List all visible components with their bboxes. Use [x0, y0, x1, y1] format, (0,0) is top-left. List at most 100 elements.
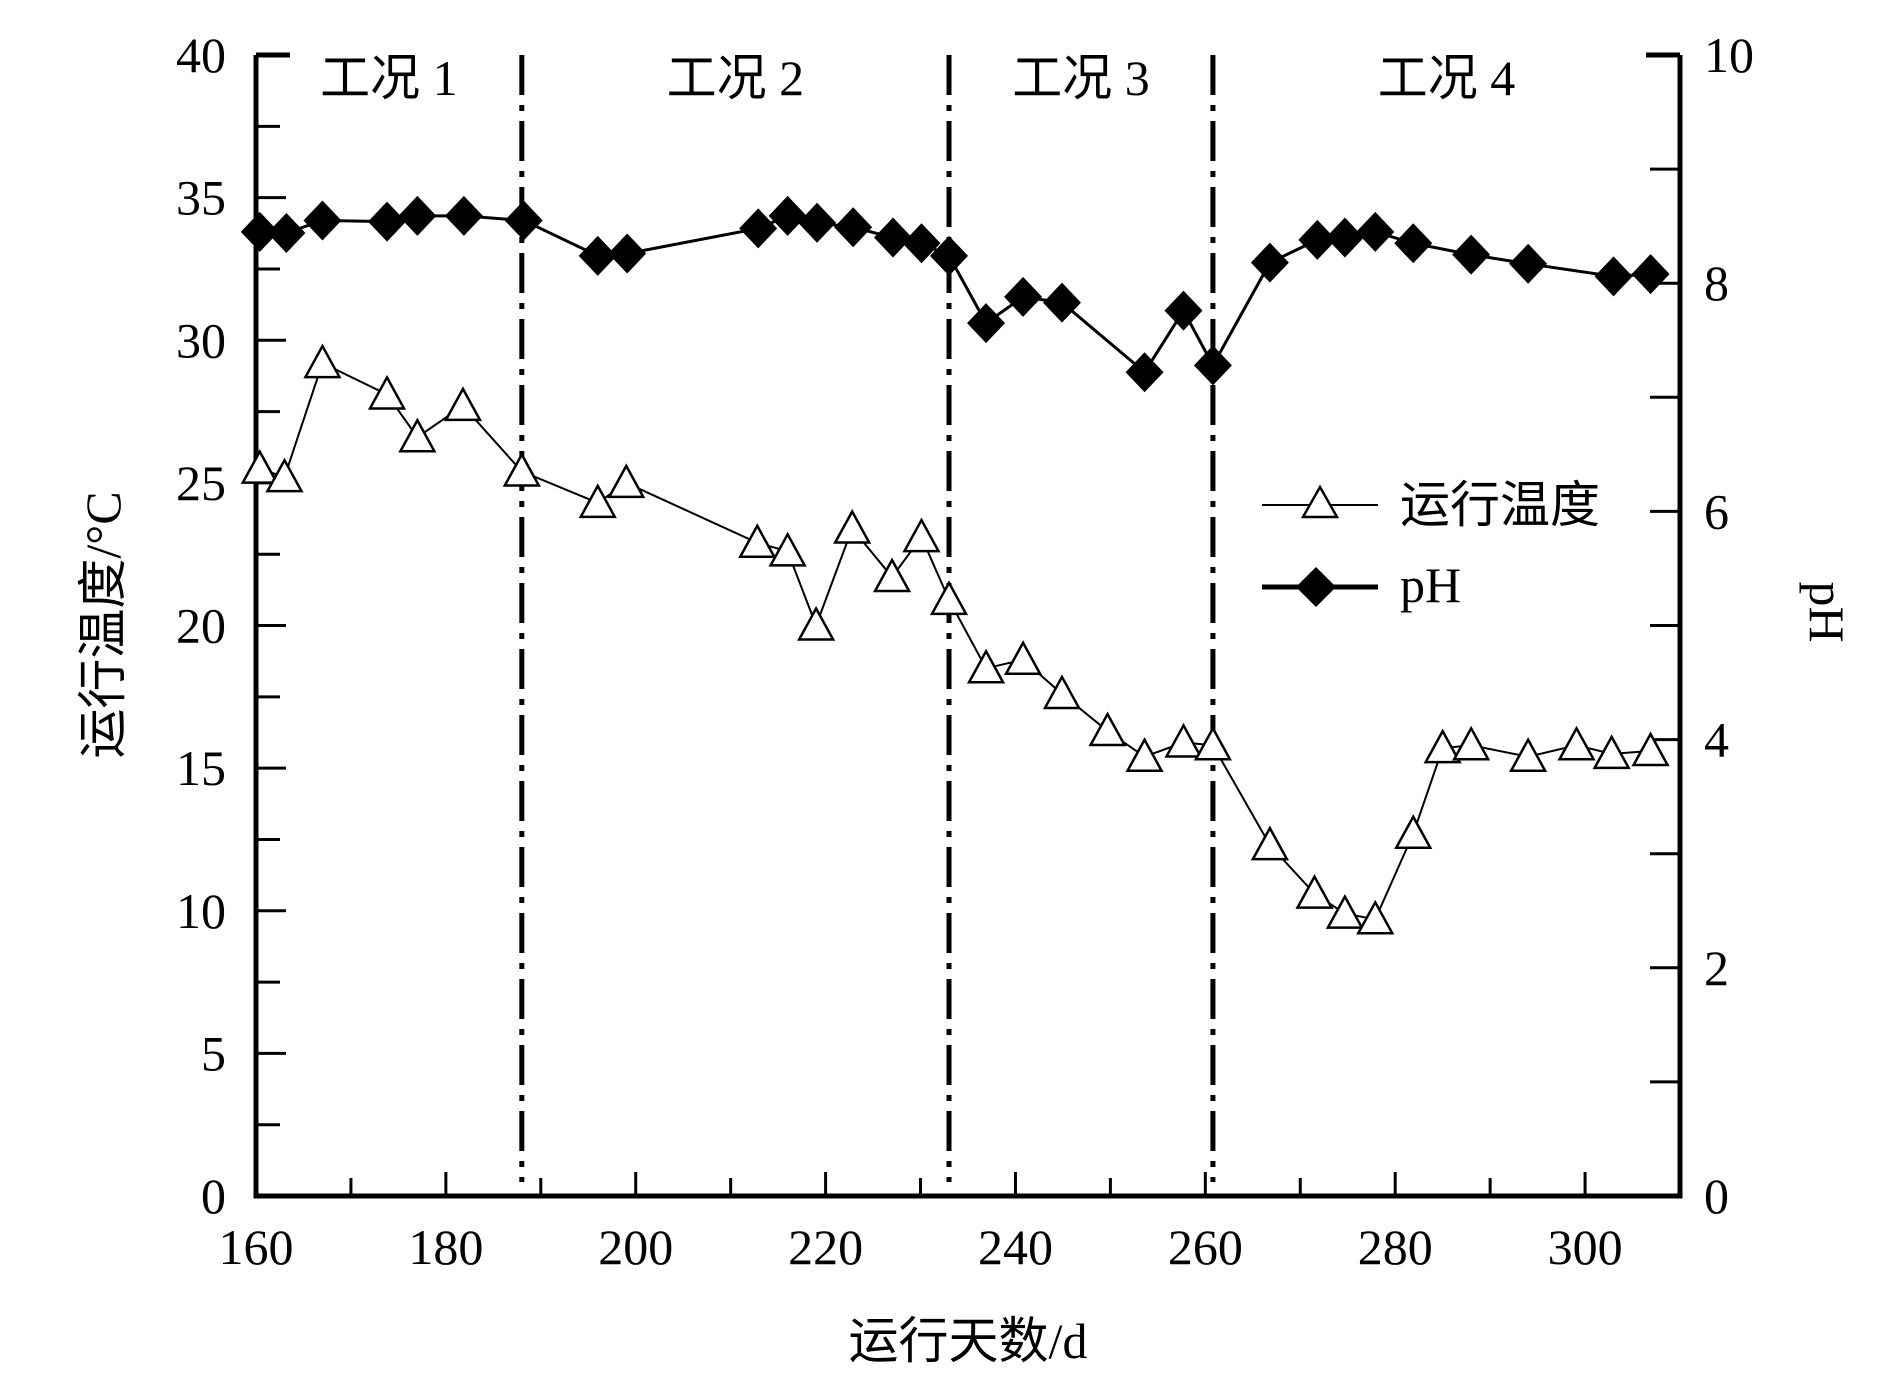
temperature-point	[265, 457, 304, 493]
ph-point	[1042, 282, 1081, 323]
ph-point	[1356, 211, 1395, 252]
temperature-point	[738, 523, 777, 559]
temperature-point	[1631, 731, 1670, 767]
temperature-point	[1125, 737, 1164, 772]
temperature-point	[796, 605, 836, 641]
legend-marker-ph	[1296, 567, 1336, 607]
y-tick-label: 35	[176, 170, 226, 226]
x-tick-label: 180	[408, 1219, 483, 1275]
phase-label: 工况 1	[320, 50, 458, 106]
y-axis-label: 运行温度/°C	[75, 491, 131, 758]
temperature-point	[1592, 734, 1631, 770]
legend-marker-temperature	[1300, 484, 1340, 519]
temperature-point	[872, 557, 912, 593]
y2-tick-label: 8	[1704, 255, 1729, 311]
ph-point	[578, 235, 617, 276]
ph-point	[798, 202, 837, 243]
temperature-point	[1325, 894, 1364, 929]
x-tick-label: 280	[1358, 1219, 1433, 1275]
series-line-ph	[259, 214, 1651, 375]
legend: 运行温度 pH	[1262, 477, 1600, 613]
y-tick-label: 25	[176, 455, 226, 511]
y2-tick-label: 4	[1704, 712, 1729, 768]
y2-tick-label: 2	[1704, 940, 1729, 996]
temperature-point	[398, 417, 437, 453]
temperature-point	[1394, 814, 1433, 849]
y2-tick-label: 0	[1704, 1168, 1729, 1224]
temperature-point	[902, 517, 941, 553]
temperature-point	[1164, 722, 1203, 758]
ph-point	[768, 195, 807, 236]
ph-point	[303, 200, 342, 241]
legend-label-temperature: 运行温度	[1400, 477, 1600, 533]
ph-point	[874, 217, 913, 258]
y-tick-label: 15	[176, 740, 226, 796]
ph-point	[608, 233, 647, 274]
ph-point	[1394, 223, 1433, 264]
ph-point	[1193, 345, 1232, 386]
temperature-point	[578, 483, 617, 519]
ph-point	[267, 212, 306, 253]
ph-point	[1004, 276, 1043, 317]
ph-point	[1452, 234, 1491, 275]
y-tick-label: 30	[176, 312, 226, 368]
ph-point	[967, 303, 1006, 344]
x-tick-label: 220	[788, 1219, 863, 1275]
temperature-point	[367, 374, 407, 410]
temperature-point	[607, 463, 646, 499]
ph-point	[1298, 219, 1337, 260]
temperature-point	[443, 386, 483, 422]
y-tick-label: 40	[176, 27, 226, 83]
ph-point	[368, 201, 407, 242]
temperature-point	[966, 648, 1006, 684]
temperature-point	[1423, 728, 1462, 764]
ph-point	[834, 207, 873, 248]
x-tick-label: 200	[598, 1219, 673, 1275]
x-tick-label: 260	[1168, 1219, 1243, 1275]
phase-label: 工况 2	[667, 50, 805, 106]
ph-point	[902, 223, 941, 264]
phase-label: 工况 3	[1012, 50, 1150, 106]
temperature-point	[1088, 711, 1127, 747]
ph-point	[739, 208, 778, 249]
ph-point	[1164, 290, 1203, 331]
temperature-point	[303, 343, 342, 379]
ph-point	[1250, 242, 1289, 283]
ph-point	[240, 211, 279, 252]
phase-label: 工况 4	[1378, 50, 1516, 106]
y-tick-label: 20	[176, 598, 226, 654]
ph-point	[444, 195, 483, 236]
temperature-point	[1356, 899, 1395, 935]
ph-point	[930, 235, 969, 276]
legend-label-ph: pH	[1400, 557, 1461, 613]
temperature-point	[240, 449, 279, 484]
x-tick-label: 300	[1548, 1219, 1623, 1275]
ph-point	[1631, 254, 1670, 295]
y-tick-label: 0	[201, 1168, 226, 1224]
y-tick-label: 5	[201, 1025, 226, 1081]
temperature-point	[1003, 640, 1043, 675]
ph-point	[1325, 217, 1364, 258]
ph-point	[504, 200, 543, 241]
x-tick-label: 160	[219, 1219, 294, 1275]
x-axis-label: 运行天数/d	[849, 1313, 1088, 1369]
y2-tick-label: 6	[1704, 483, 1729, 539]
temperature-point	[929, 580, 969, 616]
temperature-point	[1557, 725, 1596, 761]
temperature-point	[1452, 725, 1491, 761]
ph-point	[1509, 243, 1548, 284]
series-line-temperature	[259, 361, 1651, 921]
temperature-point	[1193, 725, 1233, 761]
temperature-point	[1295, 874, 1334, 909]
temperature-point	[1250, 825, 1289, 861]
y-tick-label: 10	[176, 883, 226, 939]
temperature-point	[833, 508, 872, 544]
ph-point	[1594, 256, 1633, 297]
temperature-point	[768, 531, 807, 567]
x-tick-label: 240	[978, 1219, 1053, 1275]
ph-point	[398, 195, 437, 236]
y2-axis-label: pH	[1799, 581, 1855, 642]
ph-point	[1125, 352, 1164, 393]
temperature-point	[502, 451, 541, 487]
